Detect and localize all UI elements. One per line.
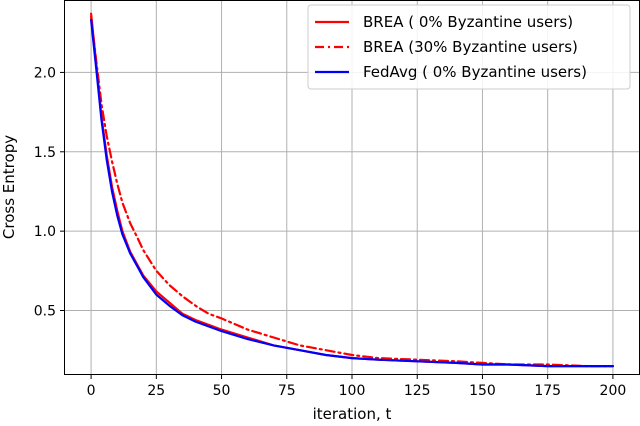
axis-ticks: 0 25 50 75 100 125 150 175 200 0.5 1.0 1.5 2.0 — [34, 65, 627, 399]
legend-label-1: BREA ( 0% Byzantine users) — [363, 13, 573, 31]
x-tick-label: 100 — [339, 383, 366, 399]
x-tick-label: 75 — [278, 383, 296, 399]
series-line-2 — [89, 15, 615, 368]
y-tick-label: 1.0 — [34, 224, 56, 240]
y-axis-label: Cross Entropy — [0, 135, 18, 239]
x-tick-label: 200 — [600, 383, 627, 399]
legend-label-3: FedAvg ( 0% Byzantine users) — [363, 63, 587, 81]
x-tick-label: 25 — [147, 383, 165, 399]
y-tick-label: 1.5 — [34, 145, 56, 161]
x-tick-label: 150 — [469, 383, 496, 399]
legend: BREA ( 0% Byzantine users) BREA (30% Byza… — [307, 4, 631, 90]
x-tick-label: 175 — [534, 383, 561, 399]
y-tick-label: 0.5 — [34, 304, 56, 320]
y-tick-label: 2.0 — [34, 65, 56, 81]
legend-box — [307, 4, 631, 90]
x-tick-label: 125 — [404, 383, 431, 399]
series-line-3 — [89, 18, 615, 368]
x-axis-label: iteration, t — [313, 405, 392, 423]
legend-label-2: BREA (30% Byzantine users) — [363, 38, 578, 56]
plot-lines — [89, 12, 615, 368]
x-tick-label: 0 — [87, 383, 96, 399]
x-tick-label: 50 — [213, 383, 231, 399]
